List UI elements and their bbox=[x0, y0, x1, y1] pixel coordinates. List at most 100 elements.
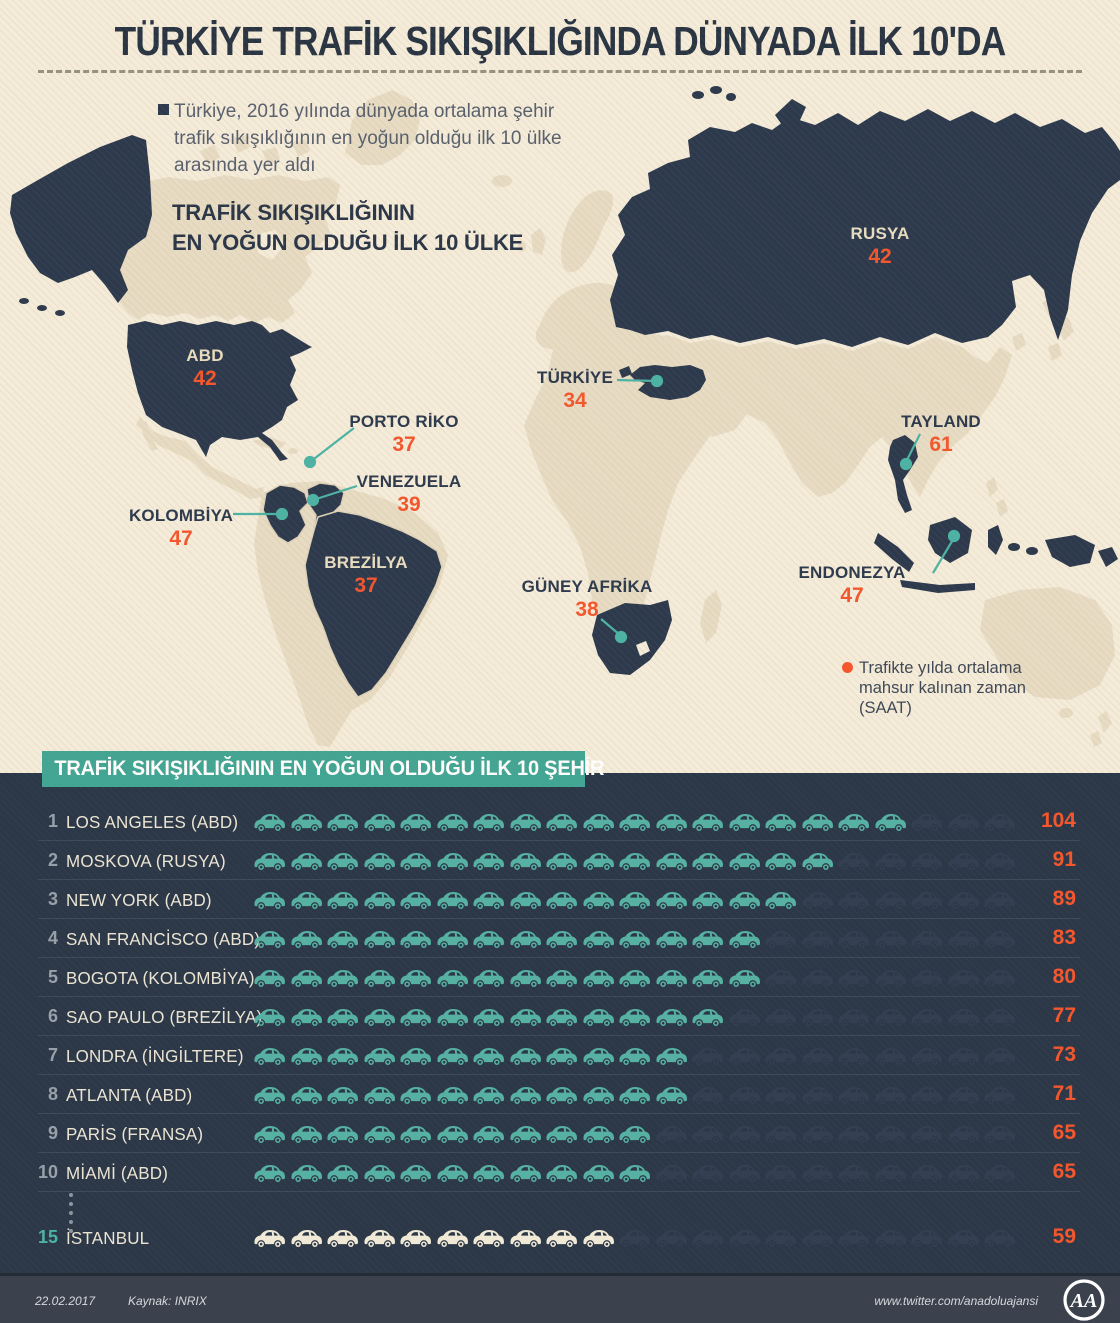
car-icon bbox=[911, 814, 942, 831]
car-icon bbox=[619, 1126, 650, 1143]
car-icon bbox=[947, 892, 979, 909]
car-icon bbox=[509, 892, 541, 909]
car-icon bbox=[619, 892, 650, 909]
car-icon bbox=[254, 1126, 285, 1143]
country-label-tayland: TAYLAND 61 bbox=[901, 412, 981, 456]
car-icon bbox=[801, 814, 833, 831]
footer-bar: 22.02.2017 Kaynak: INRIX www.twitter.com… bbox=[0, 1273, 1120, 1323]
car-icon bbox=[911, 1230, 942, 1247]
car-icon bbox=[327, 1087, 358, 1104]
car-icon bbox=[400, 1048, 431, 1065]
car-icon bbox=[473, 1126, 504, 1143]
car-icon bbox=[473, 814, 504, 831]
car-icon bbox=[327, 970, 358, 987]
car-icon bbox=[801, 1230, 833, 1247]
row-separator bbox=[38, 957, 1080, 958]
car-icon bbox=[911, 1087, 942, 1104]
intro-text: Türkiye, 2016 yılında dünyada ortalama ş… bbox=[174, 101, 562, 176]
car-pictogram-row bbox=[253, 966, 1016, 990]
car-icon bbox=[436, 892, 468, 909]
car-icon bbox=[911, 931, 942, 948]
car-icon bbox=[582, 892, 614, 909]
car-icon bbox=[692, 1165, 723, 1182]
car-icon bbox=[947, 1048, 979, 1065]
car-icon bbox=[911, 1009, 942, 1026]
car-icon bbox=[984, 853, 1015, 870]
car-pictogram-row bbox=[253, 1122, 1016, 1146]
car-icon bbox=[655, 1009, 687, 1026]
car-icon bbox=[546, 1087, 577, 1104]
car-icon bbox=[400, 931, 431, 948]
car-icon bbox=[400, 1009, 431, 1026]
city-hours-value: 80 bbox=[1052, 965, 1076, 988]
map-land-beige bbox=[90, 90, 1115, 747]
car-icon bbox=[400, 892, 431, 909]
car-icon bbox=[765, 1230, 796, 1247]
car-icon bbox=[436, 1230, 468, 1247]
city-rank: 2 bbox=[47, 850, 58, 870]
car-icon bbox=[765, 1165, 796, 1182]
car-icon bbox=[984, 892, 1015, 909]
city-rank: 5 bbox=[47, 967, 58, 987]
city-rank: 8 bbox=[47, 1084, 58, 1104]
car-icon bbox=[692, 1009, 723, 1026]
car-icon bbox=[436, 1126, 468, 1143]
row-separator bbox=[38, 1035, 1080, 1036]
car-icon bbox=[290, 892, 322, 909]
car-icon bbox=[765, 970, 796, 987]
car-icon bbox=[254, 892, 285, 909]
city-rank: 7 bbox=[47, 1045, 58, 1065]
car-icon bbox=[582, 1048, 614, 1065]
car-icon bbox=[838, 1165, 869, 1182]
car-icon bbox=[546, 1009, 577, 1026]
car-icon bbox=[728, 1230, 760, 1247]
car-icon bbox=[509, 1009, 541, 1026]
car-icon bbox=[509, 853, 541, 870]
row-separator bbox=[38, 918, 1080, 919]
car-icon bbox=[874, 1230, 906, 1247]
car-icon bbox=[400, 1126, 431, 1143]
car-icon bbox=[984, 814, 1015, 831]
car-icon bbox=[655, 892, 687, 909]
car-icon bbox=[655, 1087, 687, 1104]
car-icon bbox=[801, 970, 833, 987]
city-row: 5 BOGOTA (KOLOMBİYA) bbox=[0, 958, 1120, 997]
car-icon bbox=[838, 1230, 869, 1247]
anadolu-agency-logo: AA bbox=[1062, 1278, 1106, 1323]
car-icon bbox=[327, 1126, 358, 1143]
car-icon bbox=[254, 931, 285, 948]
car-icon bbox=[509, 1165, 541, 1182]
city-row: 3 NEW YORK (ABD) bbox=[0, 880, 1120, 919]
country-label-guney-afrika: GÜNEY AFRİKA 38 bbox=[521, 577, 653, 621]
legend-dot-icon bbox=[842, 662, 853, 673]
car-icon bbox=[327, 892, 358, 909]
car-icon bbox=[728, 1126, 760, 1143]
car-icon bbox=[655, 814, 687, 831]
city-hours-value: 77 bbox=[1052, 1004, 1076, 1027]
car-icon bbox=[400, 1230, 431, 1247]
car-icon bbox=[363, 1126, 395, 1143]
car-icon bbox=[765, 1048, 796, 1065]
car-icon bbox=[692, 970, 723, 987]
row-separator bbox=[38, 1074, 1080, 1075]
car-icon bbox=[619, 853, 650, 870]
car-icon bbox=[728, 1087, 760, 1104]
row-separator bbox=[38, 1113, 1080, 1114]
car-icon bbox=[874, 970, 906, 987]
car-icon bbox=[546, 1165, 577, 1182]
car-icon bbox=[363, 1048, 395, 1065]
car-icon bbox=[509, 931, 541, 948]
car-icon bbox=[509, 1087, 541, 1104]
car-icon bbox=[765, 853, 796, 870]
car-icon bbox=[692, 931, 723, 948]
car-icon bbox=[838, 892, 869, 909]
car-icon bbox=[473, 1087, 504, 1104]
car-icon bbox=[290, 1048, 322, 1065]
car-icon bbox=[874, 1165, 906, 1182]
car-icon bbox=[911, 1126, 942, 1143]
car-icon bbox=[801, 1126, 833, 1143]
car-icon bbox=[911, 853, 942, 870]
car-icon bbox=[582, 931, 614, 948]
car-icon bbox=[655, 931, 687, 948]
country-label-endonezya: ENDONEZYA 47 bbox=[798, 563, 906, 607]
